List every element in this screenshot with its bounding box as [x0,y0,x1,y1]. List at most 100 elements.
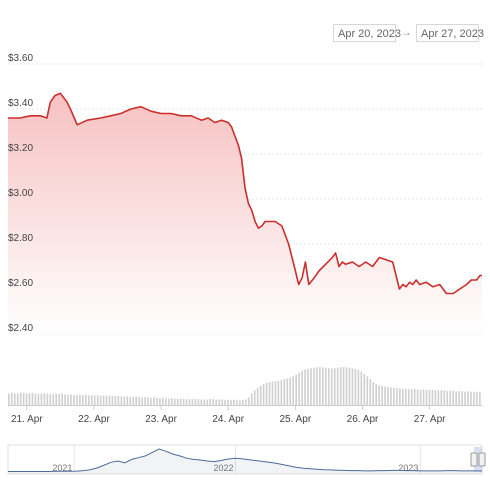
volume-bar [16,393,19,405]
volume-bar [434,390,437,405]
volume-bar [345,367,348,405]
volume-bar [76,395,78,405]
volume-bar [333,368,336,405]
volume-bar [449,390,452,405]
volume-bar [165,398,167,405]
volume-bar [233,399,235,405]
volume-bar [446,390,449,405]
y-tick-label: $3.60 [8,53,33,64]
x-tick-label: 26. Apr [347,414,379,425]
volume-bar [301,370,303,405]
volume-bar [194,398,197,405]
volume-bar [470,391,472,405]
volume-bar [351,368,354,405]
volume-bar [191,399,194,405]
navigator-handle-right[interactable] [478,452,486,467]
volume-bar [416,389,419,405]
price-area [8,93,482,334]
volume-bar [108,395,111,405]
volume-bar [129,396,132,405]
navigator-area [8,449,482,474]
volume-bar [120,396,123,405]
navigator-handle-left[interactable] [470,452,478,467]
volume-bar [170,398,173,405]
volume-bar [250,393,253,405]
volume-bar [79,394,81,405]
volume-bar [262,384,265,405]
volume-bar [372,382,375,405]
volume-bar [428,390,431,405]
volume-bar [268,382,271,405]
volume-bar [339,367,342,405]
volume-bar [230,400,232,405]
volume-bar [413,389,416,405]
volume-bar [384,386,386,405]
volume-bar [452,390,455,405]
x-tick-label: 24. Apr [212,414,244,425]
x-tick-label: 22. Apr [78,414,110,425]
volume-bar [458,390,460,405]
volume-bar [96,395,99,405]
volume-bar [236,400,238,405]
range-arrow-icon: → [400,25,412,39]
navigator-year-label: 2021 [52,463,72,473]
volume-bar [200,399,203,405]
range-from-input[interactable]: Apr 20, 2023 [333,24,401,42]
volume-bar [73,394,75,405]
volume-bar [159,398,161,405]
volume-bar [49,393,52,405]
x-tick-label: 23. Apr [145,414,177,425]
volume-bar [224,400,226,405]
volume-bar [43,393,46,405]
volume-bar [304,369,306,405]
volume-bar [342,367,345,405]
volume-bar [479,392,481,405]
volume-bar [286,378,289,405]
volume-bar [295,374,297,405]
volume-bar [375,384,377,405]
y-tick-label: $3.40 [8,98,33,109]
volume-bar [393,387,395,405]
volume-bar [316,367,318,405]
x-tick-label: 21. Apr [11,414,43,425]
volume-bar [402,389,404,405]
volume-bar [188,398,191,405]
volume-bar [256,387,259,405]
navigator-selection[interactable] [474,447,482,472]
volume-bar [144,397,146,405]
volume-bar [327,368,330,405]
volume-bar [147,397,149,405]
volume-bar [387,387,389,405]
volume-bar [239,400,241,405]
volume-bar [179,398,182,405]
volume-bar [247,397,250,405]
volume-bar [313,367,315,405]
volume-bar [354,368,357,405]
volume-bar [176,398,179,405]
range-to-input[interactable]: Apr 27, 2023 [416,24,484,42]
volume-bar [461,391,463,405]
volume-bar [67,394,69,405]
volume-bar [55,393,58,405]
volume-bar [265,382,268,405]
volume-bar [274,381,277,405]
volume-bar [117,395,120,405]
volume-bar [218,399,220,405]
volume-bar [324,367,327,405]
volume-bar [467,391,469,405]
volume-bar [399,388,401,405]
volume-bar [407,389,410,405]
navigator-line [8,448,482,472]
volume-bar [437,390,440,405]
volume-bar [203,399,206,405]
volume-bar [105,395,108,405]
volume-bar [132,397,135,405]
volume-bar [135,396,138,405]
volume-bar [138,397,140,405]
volume-bar [310,368,312,405]
volume-bar [360,371,363,405]
volume-bar [440,390,443,405]
volume-bar [464,391,466,405]
volume-bar [46,393,49,405]
volume-bar [82,395,84,405]
